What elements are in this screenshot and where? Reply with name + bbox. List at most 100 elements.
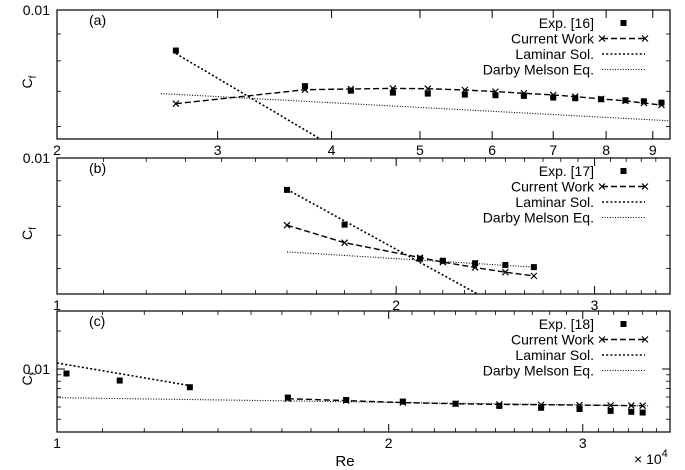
data-point-current-work (389, 84, 397, 92)
plot-frame (56, 9, 671, 140)
y-axis-label: Cf (19, 227, 39, 240)
data-point-exp-17 (472, 260, 479, 267)
data-point-exp-18 (496, 402, 503, 409)
data-point-exp-18 (538, 404, 545, 411)
legend-marker (620, 321, 627, 327)
y-axis-label-sub: f (28, 227, 39, 230)
data-point-current-work (640, 99, 648, 107)
data-point-exp-17 (439, 257, 446, 264)
legend-marker (598, 183, 649, 190)
data-point-current-work (627, 402, 635, 410)
data-point-current-work (301, 86, 309, 94)
x-tick-label: 2 (385, 435, 393, 451)
series-group (283, 186, 538, 294)
legend-marker (620, 20, 627, 26)
data-point-exp-16 (347, 87, 354, 94)
data-point-exp-16 (492, 92, 499, 99)
data-point-exp-18 (186, 384, 193, 391)
data-point-exp-16 (172, 47, 179, 54)
x-multiplier: × 104 (634, 448, 668, 467)
series-line-current-work (175, 87, 662, 106)
data-point-exp-18 (576, 406, 583, 413)
data-point-exp-16 (424, 90, 431, 97)
legend-label: Laminar Sol. (515, 194, 594, 210)
x-tick-label: 1 (53, 297, 61, 313)
data-point-current-work (530, 272, 538, 280)
data-point-exp-17 (417, 255, 424, 262)
data-point-current-work (172, 100, 180, 108)
data-point-current-work (495, 401, 503, 408)
data-point-exp-18 (399, 398, 406, 405)
y-axis-label-sub: f (28, 372, 39, 375)
y-axis-label-main: C (19, 375, 35, 385)
data-point-current-work (283, 221, 291, 229)
series-line-darby-melson-eq (286, 251, 534, 268)
data-point-exp-16 (389, 89, 396, 96)
data-point-current-work (571, 93, 579, 100)
data-point-exp-16 (520, 92, 527, 99)
data-point-current-work (416, 254, 424, 262)
panel-label: (c) (89, 313, 105, 329)
data-point-current-work (607, 401, 615, 409)
data-point-exp-18 (116, 377, 123, 384)
panel-a: 2 3 4 5 6 7 8 9 0.01 Cf (a) Exp. [16]Current WorkLa… (19, 2, 671, 158)
x-tick-label: 3 (579, 435, 587, 451)
legend-label: Current Work (511, 332, 595, 348)
y-tick-label: 0.01 (23, 2, 50, 18)
y-axis-label-main: C (19, 78, 35, 88)
data-point-current-work (471, 264, 479, 271)
x-multiplier-exponent: 4 (662, 448, 668, 460)
data-point-current-work (347, 85, 355, 93)
data-point-current-work (342, 397, 350, 405)
y-axis-label-main: C (19, 230, 35, 240)
x-tick-label: 1 (53, 435, 61, 451)
data-point-exp-18 (628, 408, 635, 415)
series-line-darby-melson-eq (160, 93, 670, 122)
legend-label: Exp. [18] (539, 316, 594, 332)
series-group (57, 362, 650, 416)
data-point-exp-18 (63, 370, 70, 377)
x-tick-label: 2 (53, 142, 61, 158)
data-point-exp-16 (461, 91, 468, 98)
series-line-laminar-sol (286, 188, 480, 294)
x-tick-label: 2 (392, 297, 400, 313)
data-point-current-work (341, 239, 349, 247)
data-point-current-work (658, 101, 665, 109)
legend-marker (620, 168, 627, 174)
legend-label: Darby Melson Eq. (483, 62, 594, 78)
data-point-current-work (452, 400, 460, 408)
legend-label: Laminar Sol. (515, 347, 594, 363)
x-tick-label: 3 (591, 297, 599, 313)
panel-b: 1 2 3 0.01 Cf (b) Exp. [17]Current WorkLaminar… (19, 150, 671, 313)
data-point-current-work (576, 401, 583, 409)
y-tick-label: 0.01 (23, 361, 50, 377)
plot-frame (56, 157, 671, 295)
data-point-current-work (622, 97, 629, 105)
panel-label: (b) (89, 160, 106, 176)
series-line-current-work (287, 398, 643, 407)
data-point-exp-16 (658, 99, 665, 106)
series-line-current-work (286, 224, 534, 277)
legend-marker (598, 35, 649, 42)
data-point-exp-18 (284, 394, 291, 401)
x-tick-label: 3 (214, 142, 222, 158)
y-axis-label-sub: f (28, 75, 39, 78)
legend-label: Current Work (511, 31, 595, 47)
legend-label: Current Work (511, 179, 595, 195)
x-tick-label: 9 (649, 142, 657, 158)
data-point-exp-16 (572, 95, 579, 102)
data-point-exp-16 (640, 98, 647, 105)
legend-marker (598, 336, 649, 343)
x-axis-label: Re (335, 453, 354, 470)
x-tick-label: 4 (328, 142, 336, 158)
data-point-current-work (492, 88, 499, 96)
legend-label: Laminar Sol. (515, 46, 594, 62)
data-point-current-work (501, 268, 509, 276)
legend-label: Darby Melson Eq. (483, 363, 594, 379)
panel-label: (a) (89, 12, 106, 28)
